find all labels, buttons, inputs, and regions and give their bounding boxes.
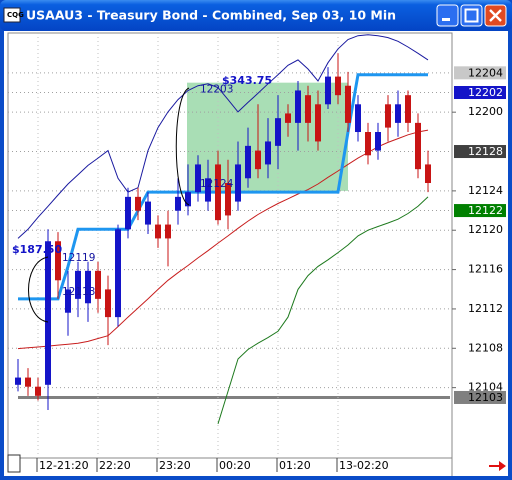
candle-body xyxy=(295,90,301,123)
y-tick-label: 12120 xyxy=(468,223,503,236)
candle-body xyxy=(275,118,281,146)
candle-body xyxy=(205,178,211,202)
level-label: 12119 xyxy=(62,252,95,264)
x-tick-label: 01:20 xyxy=(279,459,311,472)
candle-body xyxy=(95,270,101,299)
indicator-line xyxy=(17,129,429,350)
candle-body xyxy=(45,241,51,385)
level-label: 12124 xyxy=(200,178,234,190)
candle-body xyxy=(425,164,431,184)
x-tick-label: 00:20 xyxy=(219,459,251,472)
candle-body xyxy=(365,132,371,156)
candle-body xyxy=(145,201,151,225)
maximize-button[interactable] xyxy=(460,4,483,27)
price-marker xyxy=(454,390,506,404)
price-marker xyxy=(454,86,506,99)
candle-body xyxy=(175,196,181,211)
candle-body xyxy=(235,164,241,202)
y-tick-label: 12108 xyxy=(468,341,503,354)
price-marker-label: 12103 xyxy=(468,391,503,404)
candle-body xyxy=(375,132,381,151)
candle-body xyxy=(395,104,401,123)
candle-body xyxy=(75,270,81,299)
text-layer: $343.75 $187.50 12200 12124 12120 12116 1211… xyxy=(12,66,506,472)
candles-layer xyxy=(15,53,431,410)
profit-label: $187.50 xyxy=(12,243,62,256)
scroll-right-arrow[interactable] xyxy=(489,461,506,471)
candle-body xyxy=(155,224,161,239)
price-marker xyxy=(454,204,506,218)
price-marker-label: 12128 xyxy=(468,145,503,158)
level-label: 12113 xyxy=(62,286,95,298)
candle-body xyxy=(305,95,311,123)
y-tick-label: 12124 xyxy=(468,184,503,197)
y-tick-label: 12112 xyxy=(468,302,503,315)
candle-body xyxy=(255,150,261,170)
candle-body xyxy=(415,122,421,170)
candle-body xyxy=(345,85,351,123)
price-marker-label: 12122 xyxy=(468,204,503,217)
candle-body xyxy=(285,113,291,123)
x-tick-label: 23:20 xyxy=(159,459,191,472)
price-marker xyxy=(454,66,506,80)
y-tick-label: 12200 xyxy=(468,105,503,118)
candle-body xyxy=(405,95,411,123)
candle-body xyxy=(355,104,361,133)
x-tick-label: 22:20 xyxy=(99,459,131,472)
profit-label: $343.75 xyxy=(222,74,272,87)
candle-body xyxy=(325,76,331,105)
candle-body xyxy=(335,76,341,96)
candle-body xyxy=(385,104,391,128)
candle-body xyxy=(25,377,31,387)
app-icon xyxy=(3,7,21,23)
candle-body xyxy=(15,377,21,385)
candle-body xyxy=(245,145,251,179)
indicator-line xyxy=(217,196,429,424)
y-tick-label: 12116 xyxy=(468,263,503,276)
window-title: USAAU3 - Treasury Bond - Combined, Sep 0… xyxy=(26,8,396,23)
candle-body xyxy=(225,183,231,216)
x-tick-label: 12-21:20 xyxy=(39,459,89,472)
candle-body xyxy=(85,270,91,304)
bracket xyxy=(28,256,49,323)
indicator-line xyxy=(17,34,429,239)
indicator-line xyxy=(18,73,428,301)
candle-body xyxy=(115,229,121,318)
lines-layer xyxy=(17,34,429,424)
x-tick-label: 13-02:20 xyxy=(339,459,389,472)
candle-body xyxy=(65,289,71,313)
candle-body xyxy=(195,164,201,193)
level-label: 12203 xyxy=(200,84,233,96)
candle-body xyxy=(185,192,191,207)
price-marker xyxy=(454,145,506,159)
y-tick-label: 12104 xyxy=(468,381,503,394)
close-button[interactable] xyxy=(484,4,507,27)
price-marker-label: 12202 xyxy=(468,86,503,99)
candle-body xyxy=(35,386,41,396)
candle-body xyxy=(315,104,321,142)
bracket xyxy=(175,87,190,206)
candle-body xyxy=(135,196,141,211)
scroll-box[interactable] xyxy=(7,454,21,473)
title-bar xyxy=(0,0,512,31)
candle-body xyxy=(265,141,271,165)
candle-body xyxy=(55,241,61,281)
minimize-button[interactable] xyxy=(436,4,459,27)
price-marker-label: 12204 xyxy=(468,66,503,79)
candle-body xyxy=(125,196,131,230)
candle-body xyxy=(165,224,171,239)
app-icon-glyph: CQG xyxy=(7,11,24,19)
candle-body xyxy=(215,164,221,221)
candle-body xyxy=(105,289,111,318)
